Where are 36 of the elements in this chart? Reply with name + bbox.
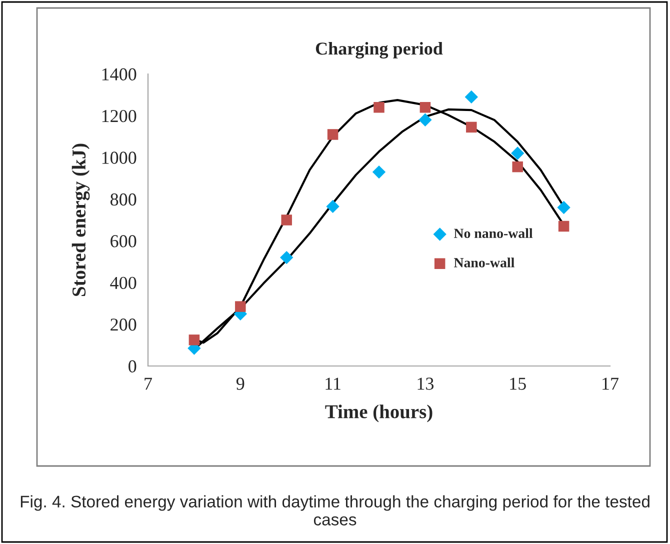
legend-label: No nano-wall [454,228,533,238]
x-tick-label: 13 [418,378,434,390]
point [281,214,292,226]
x-tick-label: 17 [602,378,619,390]
point [466,122,477,133]
x-tick-label: 9 [236,378,244,390]
point [512,161,523,172]
y-tick-label: 800 [110,193,136,206]
x-tick-label: 7 [144,378,152,390]
y-tick-label: 400 [110,276,136,290]
point [511,146,524,160]
point [464,90,478,104]
point [557,200,570,214]
point [326,200,340,214]
chart-title: Charging period [316,42,443,59]
x-tick-label: 11 [326,378,340,390]
y-tick-label: 600 [110,235,136,248]
point [327,129,338,140]
point [420,102,431,113]
y-tick-label: 0 [128,360,136,372]
y-tick-label: 1200 [102,110,136,122]
y-tick-label: 1400 [102,68,136,80]
x-axis-title: Time (hours) [325,404,432,422]
x-tick-label: 15 [510,378,526,390]
y-tick-label: 200 [110,318,136,331]
point [374,102,384,113]
point [235,301,246,312]
legend-label: Nano-wall [454,258,514,268]
caption: Fig. 4. Stored energy variation with daytime through the charging period for the tested cases [20,495,650,526]
point [558,220,570,232]
point [188,334,200,346]
point [280,250,294,264]
point [372,165,386,179]
y-axis-title: Stored energy (kJ) [72,144,90,296]
point [418,113,432,126]
y-tick-label: 1000 [102,152,136,164]
